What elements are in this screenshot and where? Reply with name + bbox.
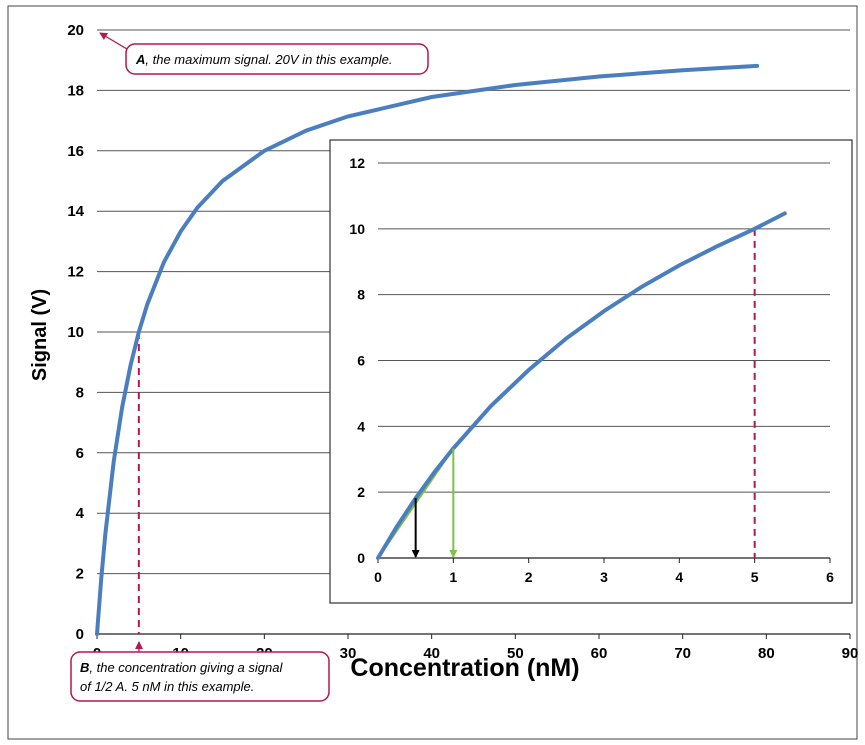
inset-y-tick-label: 2 xyxy=(357,484,365,500)
svg-text:A, the maximum signal. 20V in: A, the maximum signal. 20V in this examp… xyxy=(135,52,393,67)
inset-x-tick-label: 6 xyxy=(826,569,834,585)
inset-x-tick-label: 5 xyxy=(751,569,759,585)
main-x-tick-label: 70 xyxy=(674,645,691,662)
inset-y-tick-label: 8 xyxy=(357,287,365,303)
main-x-tick-label: 40 xyxy=(423,645,440,662)
annotation-a: A, the maximum signal. 20V in this examp… xyxy=(99,32,429,75)
annotation-b: B, the concentration giving a signal of … xyxy=(70,641,330,702)
inset-y-tick-label: 12 xyxy=(349,155,365,171)
inset-curve xyxy=(376,211,787,560)
inset-arrows xyxy=(411,448,458,558)
inset-y-tick-label: 0 xyxy=(357,550,365,566)
inset-x-tick-label: 4 xyxy=(675,569,683,585)
annotation-b-box xyxy=(70,651,330,702)
main-x-tick-label: 50 xyxy=(507,645,524,662)
inset-y-tick-label: 10 xyxy=(349,221,365,237)
svg-text:B, the concentration giving a: B, the concentration giving a signal xyxy=(80,660,283,675)
annotation-a-letter: A xyxy=(135,52,145,67)
inset-x-tick-label: 1 xyxy=(449,569,457,585)
main-y-tick-label: 8 xyxy=(76,384,84,401)
inset-y-tick-label: 4 xyxy=(357,418,365,434)
main-y-tick-label: 12 xyxy=(67,264,84,281)
inset-x-tick-label: 2 xyxy=(525,569,533,585)
main-y-tick-label: 14 xyxy=(67,203,84,220)
main-y-tick-label: 2 xyxy=(76,566,84,583)
inset-y-tick-label: 6 xyxy=(357,353,365,369)
main-x-tick-label: 90 xyxy=(842,645,859,662)
inset-x-tick-label: 0 xyxy=(374,569,382,585)
y-axis-label: Signal (V) xyxy=(29,289,51,381)
x-axis-label: Concentration (nM) xyxy=(350,654,579,682)
main-x-tick-label: 30 xyxy=(340,645,357,662)
main-y-tick-label: 6 xyxy=(76,445,84,462)
annotation-a-box xyxy=(125,43,429,75)
main-y-tick-label: 10 xyxy=(67,324,84,341)
main-y-tick-label: 16 xyxy=(67,143,84,160)
inset-x-tick-label: 3 xyxy=(600,569,608,585)
main-curve xyxy=(95,63,760,636)
main-y-tick-label: 20 xyxy=(67,22,84,39)
annotation-b-text: , the concentration giving a signal xyxy=(89,660,283,675)
annotation-a-text: , the maximum signal. 20V in this exampl… xyxy=(145,52,392,67)
main-y-tick-label: 4 xyxy=(76,505,85,522)
main-y-tick-label: 0 xyxy=(76,626,84,643)
main-x-tick-label: 60 xyxy=(591,645,608,662)
main-y-tick-label: 18 xyxy=(67,82,84,99)
inset-frame xyxy=(329,139,853,604)
annotation-b-line2: of 1/2 A. 5 nM in this example. xyxy=(80,679,254,694)
main-x-tick-label: 80 xyxy=(758,645,775,662)
annotation-b-letter: B xyxy=(80,660,89,675)
